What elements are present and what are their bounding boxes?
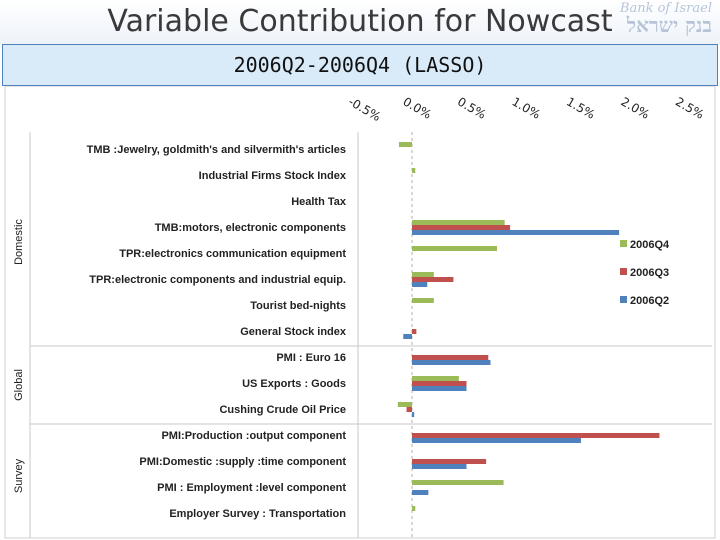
bar: [412, 272, 434, 277]
bar: [412, 225, 511, 230]
category-label: PMI:Production :output component: [161, 430, 346, 442]
bar: [412, 277, 454, 282]
bar: [412, 220, 505, 225]
legend-swatch: [620, 240, 627, 247]
bar: [412, 298, 434, 303]
category-label: Cushing Crude Oil Price: [219, 404, 346, 416]
category-label: PMI : Employment :level component: [157, 482, 346, 494]
bar: [398, 142, 412, 147]
legend-swatch: [620, 268, 627, 275]
bar: [412, 386, 467, 391]
bar: [412, 329, 417, 334]
category-label: Industrial Firms Stock Index: [199, 170, 347, 182]
bar: [403, 334, 412, 339]
bar: [412, 355, 489, 360]
legend-swatch: [620, 296, 627, 303]
bar: [412, 282, 428, 287]
bar: [406, 407, 412, 412]
category-label: TMB:motors, electronic components: [155, 222, 346, 234]
bar: [412, 506, 416, 511]
category-label: PMI : Euro 16: [276, 352, 346, 364]
subtitle-bar: 2006Q2-2006Q4 (LASSO): [2, 44, 718, 86]
bar: [412, 490, 429, 495]
bar: [412, 360, 491, 365]
category-label: General Stock index: [240, 326, 347, 338]
bar: [412, 381, 467, 386]
slide-title: Variable Contribution for Nowcast: [107, 4, 613, 39]
legend-label: 2006Q3: [630, 267, 669, 279]
slide-subtitle: 2006Q2-2006Q4 (LASSO): [233, 53, 487, 77]
legend-label: 2006Q4: [630, 239, 670, 251]
bar: [397, 402, 412, 407]
category-label: PMI:Domestic :supply :time component: [139, 456, 346, 468]
bar: [412, 459, 487, 464]
chart-area-border: [4, 86, 716, 539]
contribution-bar-chart: -0.5% 0.0% 0.5% 1.0% 1.5% 2.0% 2.5%TMB :Jewelr…: [4, 86, 716, 539]
category-label: TPR:electronics communication equipment: [119, 248, 346, 260]
bar: [412, 168, 416, 173]
bar: [412, 412, 415, 417]
category-label: Employer Survey : Transportation: [169, 508, 346, 520]
bar: [412, 376, 459, 381]
bar: [412, 230, 620, 235]
bank-of-israel-logo: Bank of Israel בנק ישראל: [620, 2, 712, 35]
bar: [412, 438, 581, 443]
logo-english-text: Bank of Israel: [619, 1, 712, 16]
group-label: Global: [13, 369, 25, 401]
category-label: TPR:electronic components and industrial…: [89, 274, 346, 286]
group-label: Survey: [13, 458, 25, 493]
category-label: TMB :Jewelry, goldmith's and silvermith'…: [87, 144, 346, 156]
bar: [412, 433, 660, 438]
legend-label: 2006Q2: [630, 295, 669, 307]
category-label: Health Tax: [291, 196, 347, 208]
group-label: Domestic: [13, 219, 25, 265]
bar: [412, 480, 504, 485]
category-label: Tourist bed-nights: [250, 300, 346, 312]
logo-hebrew-text: בנק ישראל: [626, 13, 712, 37]
bar: [412, 246, 498, 251]
bar: [412, 464, 467, 469]
slide-header: [0, 0, 720, 44]
category-label: US Exports : Goods: [242, 378, 346, 390]
